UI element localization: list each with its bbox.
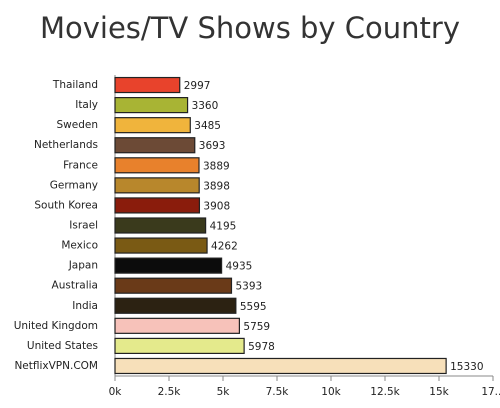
y-tick-label: Netherlands bbox=[34, 139, 98, 151]
y-tick-label: NetflixVPN.COM bbox=[14, 360, 98, 372]
x-tick-label: 0k bbox=[109, 386, 123, 398]
value-label: 5393 bbox=[235, 281, 262, 293]
y-tick-label: Thailand bbox=[52, 79, 98, 91]
value-label: 5759 bbox=[243, 321, 270, 333]
bar bbox=[114, 96, 189, 114]
bar bbox=[114, 76, 181, 94]
value-label: 4262 bbox=[211, 241, 238, 253]
value-label: 3360 bbox=[192, 100, 219, 112]
y-tick-label: Italy bbox=[75, 99, 98, 111]
value-label: 3485 bbox=[194, 120, 221, 132]
value-label: 3908 bbox=[203, 200, 230, 212]
value-label: 4195 bbox=[210, 221, 237, 233]
x-tick-label: 2.5k bbox=[158, 386, 182, 398]
bar bbox=[114, 317, 240, 334]
value-label: 4935 bbox=[226, 261, 253, 273]
y-tick-label: France bbox=[63, 159, 98, 171]
value-label: 3898 bbox=[203, 180, 230, 192]
value-label: 3889 bbox=[203, 160, 230, 172]
bar bbox=[114, 337, 245, 354]
chart-title: Movies/TV Shows by Country bbox=[40, 11, 460, 45]
y-tick-label: Japan bbox=[68, 260, 98, 272]
y-tick-label: Germany bbox=[50, 179, 98, 191]
y-tick-label: South Korea bbox=[34, 199, 98, 211]
value-label: 2997 bbox=[184, 80, 211, 92]
value-label: 5595 bbox=[240, 301, 267, 313]
bar bbox=[114, 237, 208, 254]
y-tick-label: India bbox=[72, 300, 98, 312]
bar bbox=[114, 297, 237, 314]
y-tick-label: Australia bbox=[52, 280, 98, 292]
bar bbox=[114, 257, 223, 274]
bar bbox=[114, 357, 447, 375]
bar bbox=[114, 277, 233, 294]
y-tick-label: United States bbox=[27, 340, 98, 352]
x-tick-label: 15k bbox=[429, 386, 449, 398]
y-tick-label: United Kingdom bbox=[14, 320, 98, 332]
bar bbox=[114, 137, 196, 154]
y-tick-label: Israel bbox=[69, 220, 98, 232]
value-label: 3693 bbox=[199, 140, 226, 152]
value-label: 5978 bbox=[248, 341, 275, 353]
y-tick-label: Mexico bbox=[61, 240, 98, 252]
x-tick-label: 12.5k bbox=[370, 386, 400, 398]
y-tick-label: Sweden bbox=[57, 119, 99, 131]
x-tick-label: 5k bbox=[217, 386, 231, 398]
value-label: 15330 bbox=[450, 361, 483, 373]
bar bbox=[114, 197, 201, 214]
bar bbox=[114, 217, 207, 234]
bar bbox=[114, 177, 200, 194]
x-tick-label: 10k bbox=[321, 386, 341, 398]
x-tick-label: 17... bbox=[481, 386, 500, 398]
bar bbox=[114, 157, 200, 174]
bar bbox=[114, 117, 191, 134]
x-tick-label: 7.5k bbox=[266, 386, 290, 398]
